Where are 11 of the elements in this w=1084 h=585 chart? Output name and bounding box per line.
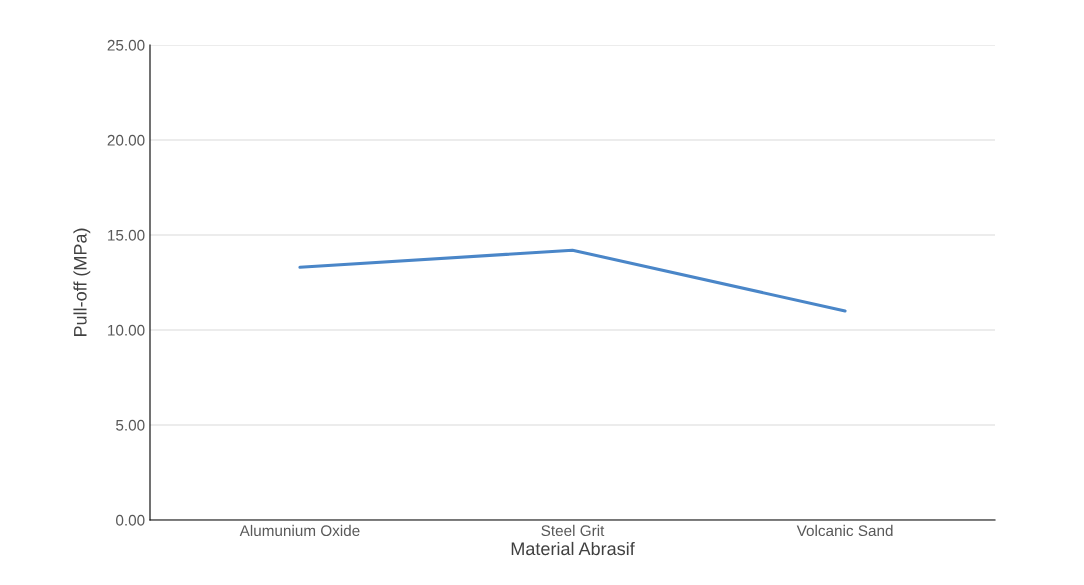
y-tick-label: 20.00	[107, 134, 145, 146]
y-axis-title: Pull-off (MPa)	[73, 228, 91, 337]
y-tick-label: 5.00	[116, 419, 145, 431]
y-tick-label: 10.00	[108, 324, 145, 336]
x-tick-label: Alumunium Oxide	[239, 524, 360, 537]
x-axis-title: Material Abrasif	[511, 541, 635, 556]
y-tick-label: 0.00	[116, 514, 145, 526]
x-tick-label: Volcanic Sand	[796, 524, 893, 537]
y-tick-label: 15.00	[108, 229, 145, 241]
y-tick-label: 25.00	[107, 39, 145, 51]
x-tick-label: Steel Grit	[541, 524, 605, 537]
